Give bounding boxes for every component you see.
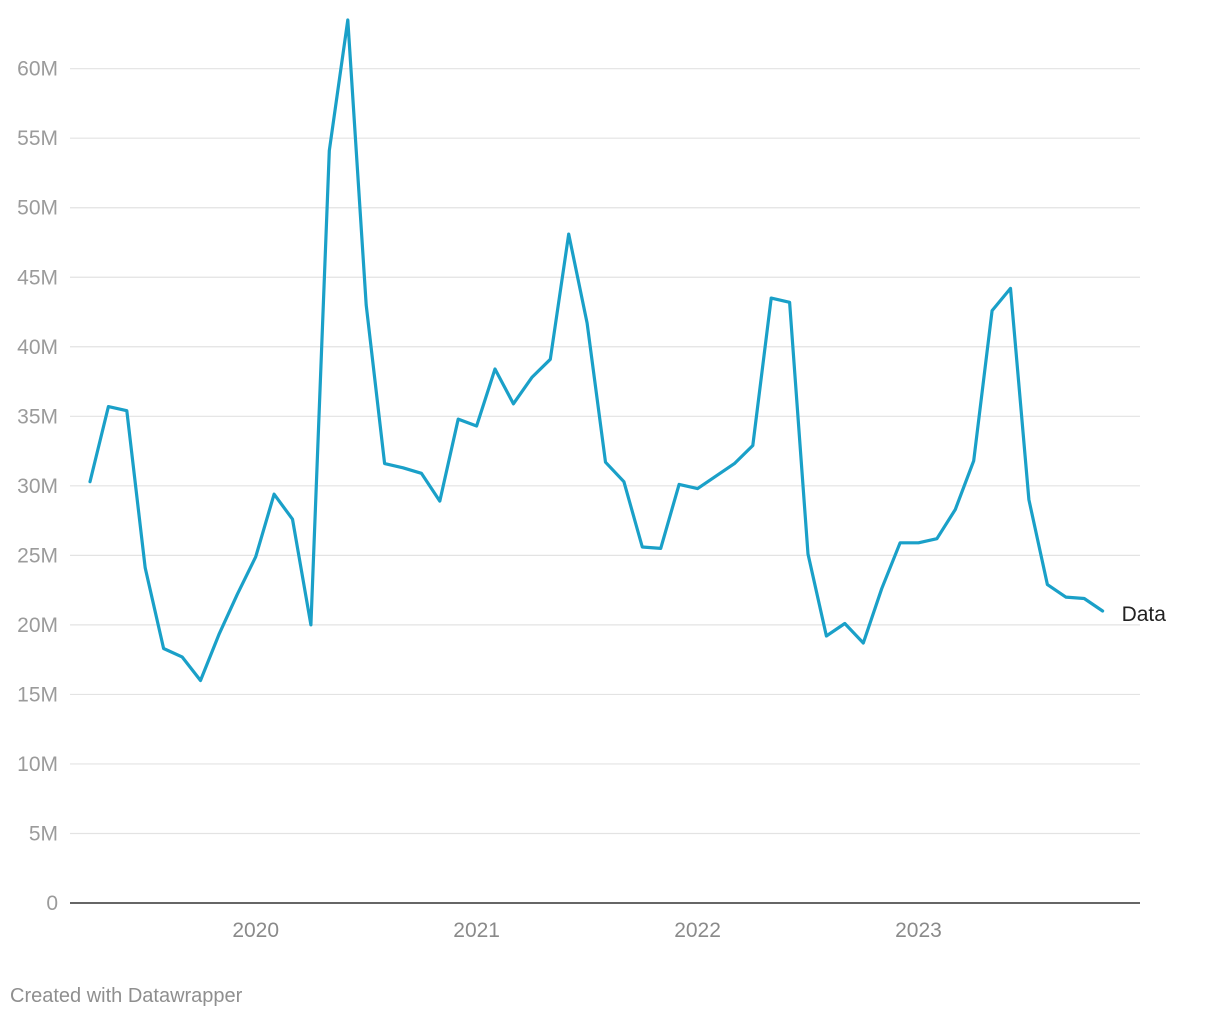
x-axis: 2020 2021 2022 2023 [232, 919, 942, 942]
series-labels: Data [1122, 603, 1167, 626]
y-tick-label: 5M [29, 822, 58, 845]
y-tick-label: 15M [17, 683, 58, 706]
footer-credit: Created with Datawrapper [10, 985, 243, 1007]
series-label: Data [1122, 603, 1167, 626]
y-tick-label: 25M [17, 544, 58, 567]
y-tick-label: 30M [17, 475, 58, 498]
y-tick-label: 40M [17, 336, 58, 359]
y-axis: 0 5M 10M 15M 20M 25M 30M 35M 40M 45M 50M 55M 60M [17, 58, 58, 915]
y-tick-label: 10M [17, 753, 58, 776]
line-chart: 0 5M 10M 15M 20M 25M 30M 35M 40M 45M 50M 55M 60M 202… [17, 18, 1167, 942]
y-tick-label: 45M [17, 266, 58, 289]
gridlines [70, 68, 1140, 904]
x-tick-label: 2021 [453, 919, 500, 942]
y-tick-label: 0 [46, 892, 58, 915]
x-tick-label: 2020 [232, 919, 279, 942]
series-lines [88, 18, 1105, 683]
series-line [88, 18, 1105, 683]
y-tick-label: 50M [17, 197, 58, 220]
x-tick-label: 2023 [895, 919, 942, 942]
y-tick-label: 20M [17, 614, 58, 637]
x-tick-label: 2022 [674, 919, 721, 942]
y-tick-label: 35M [17, 405, 58, 428]
y-tick-label: 55M [17, 127, 58, 150]
y-tick-label: 60M [17, 58, 58, 81]
